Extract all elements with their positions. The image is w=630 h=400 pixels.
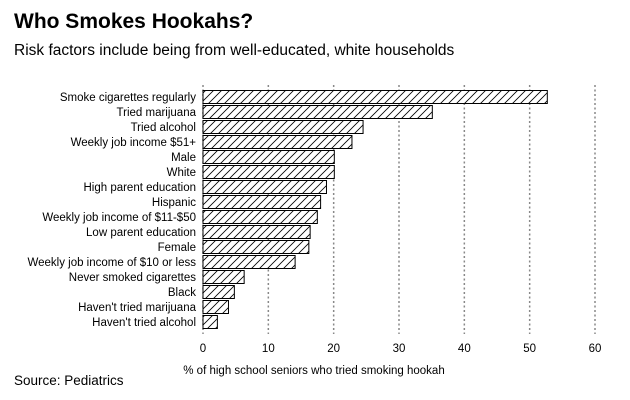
x-tick-label: 60 <box>589 343 602 355</box>
chart-subtitle: Risk factors include being from well-edu… <box>14 42 455 59</box>
bar <box>202 180 327 194</box>
x-tick-label: 0 <box>200 343 206 355</box>
category-label: Low parent education <box>86 227 196 239</box>
x-tick-label: 10 <box>262 343 275 355</box>
x-axis-label: % of high school seniors who tried smoki… <box>183 365 444 377</box>
bar <box>202 285 235 299</box>
bar <box>202 105 433 119</box>
category-label: Never smoked cigarettes <box>69 272 196 284</box>
category-label: White <box>167 167 196 179</box>
category-label: Male <box>171 152 196 164</box>
x-tick-label: 30 <box>393 343 406 355</box>
category-label: Haven't tried alcohol <box>92 317 196 329</box>
source-note: Source: Pediatrics <box>14 373 124 388</box>
bar <box>202 135 353 149</box>
category-label: Tried marijuana <box>117 107 197 119</box>
category-label: Tried alcohol <box>131 122 196 134</box>
x-tick-label: 20 <box>327 343 340 355</box>
bar <box>202 270 245 284</box>
category-label: High parent education <box>83 182 196 194</box>
bar <box>202 165 335 179</box>
bar <box>202 195 322 209</box>
bar <box>202 90 548 104</box>
bar <box>202 120 364 134</box>
category-label: Weekly job income of $11-$50 <box>42 212 196 224</box>
category-label: Weekly job income of $10 or less <box>27 257 196 269</box>
bar <box>202 225 311 239</box>
category-label: Haven't tried marijuana <box>78 302 196 314</box>
bar <box>202 255 296 269</box>
bar <box>202 300 229 314</box>
chart-title: Who Smokes Hookahs? <box>14 10 254 33</box>
category-label: Female <box>158 242 196 254</box>
bar <box>202 315 218 329</box>
x-tick-label: 50 <box>523 343 536 355</box>
category-label: Hispanic <box>152 197 196 209</box>
bar <box>202 150 335 164</box>
x-tick-label: 40 <box>458 343 471 355</box>
category-label: Smoke cigarettes regularly <box>60 92 196 104</box>
category-label: Weekly job income $51+ <box>71 137 197 149</box>
category-label: Black <box>168 287 196 299</box>
bar <box>202 240 310 254</box>
bar <box>202 210 318 224</box>
